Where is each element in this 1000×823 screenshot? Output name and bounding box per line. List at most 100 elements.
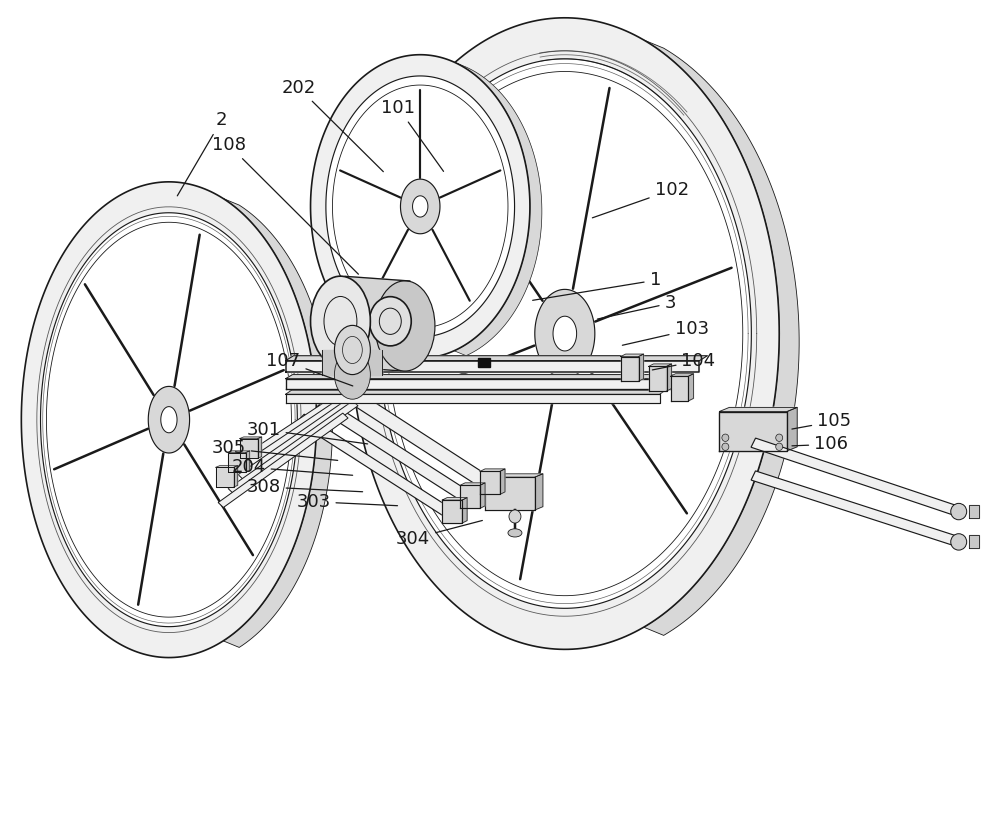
Polygon shape — [332, 85, 508, 328]
Polygon shape — [644, 40, 799, 635]
Text: 107: 107 — [266, 351, 353, 386]
Polygon shape — [621, 354, 644, 356]
Polygon shape — [248, 376, 378, 465]
Polygon shape — [485, 477, 535, 510]
Polygon shape — [480, 483, 485, 509]
Polygon shape — [671, 376, 688, 401]
Polygon shape — [442, 498, 467, 500]
Text: 101: 101 — [381, 99, 444, 171]
Text: 3: 3 — [597, 295, 676, 319]
Polygon shape — [46, 222, 291, 617]
Polygon shape — [460, 483, 485, 486]
Text: 106: 106 — [792, 435, 848, 453]
Polygon shape — [553, 316, 577, 351]
Text: 104: 104 — [652, 351, 716, 370]
Polygon shape — [326, 76, 515, 337]
Polygon shape — [228, 401, 358, 494]
Polygon shape — [639, 354, 644, 381]
Polygon shape — [649, 366, 667, 391]
Polygon shape — [378, 59, 751, 608]
Polygon shape — [240, 439, 258, 458]
Polygon shape — [336, 277, 410, 371]
Polygon shape — [41, 213, 297, 626]
Polygon shape — [350, 18, 779, 649]
Ellipse shape — [951, 504, 967, 520]
Polygon shape — [322, 350, 382, 374]
Polygon shape — [258, 364, 388, 451]
Polygon shape — [478, 358, 490, 367]
Polygon shape — [286, 379, 680, 388]
Polygon shape — [161, 407, 177, 433]
Text: 2: 2 — [177, 111, 227, 196]
Polygon shape — [286, 390, 666, 394]
Polygon shape — [228, 453, 246, 472]
Polygon shape — [316, 399, 474, 504]
Polygon shape — [286, 360, 699, 372]
Polygon shape — [21, 182, 317, 658]
Polygon shape — [787, 407, 797, 451]
Polygon shape — [462, 498, 467, 523]
Text: 308: 308 — [246, 478, 363, 496]
Polygon shape — [258, 437, 262, 458]
Polygon shape — [480, 469, 505, 472]
Polygon shape — [500, 469, 505, 495]
Text: 304: 304 — [396, 520, 482, 547]
Polygon shape — [286, 356, 707, 360]
Ellipse shape — [776, 434, 783, 441]
Polygon shape — [485, 474, 543, 477]
Text: 1: 1 — [533, 272, 661, 300]
Polygon shape — [234, 466, 238, 487]
Polygon shape — [240, 437, 262, 439]
Polygon shape — [719, 412, 787, 451]
Polygon shape — [751, 438, 961, 516]
Ellipse shape — [722, 443, 729, 450]
Ellipse shape — [951, 533, 967, 550]
Polygon shape — [442, 500, 462, 523]
Text: 102: 102 — [592, 181, 689, 218]
Polygon shape — [751, 471, 961, 546]
Text: 202: 202 — [281, 78, 383, 172]
Ellipse shape — [509, 510, 521, 523]
Ellipse shape — [334, 350, 370, 399]
Polygon shape — [218, 413, 348, 508]
Polygon shape — [311, 54, 530, 358]
Text: 105: 105 — [792, 412, 851, 430]
Text: 103: 103 — [622, 320, 709, 346]
Ellipse shape — [311, 277, 370, 366]
Polygon shape — [216, 466, 238, 467]
Polygon shape — [460, 486, 480, 509]
Ellipse shape — [508, 529, 522, 537]
Polygon shape — [286, 374, 686, 379]
Polygon shape — [246, 451, 250, 472]
Polygon shape — [480, 472, 500, 495]
Polygon shape — [454, 62, 542, 356]
Ellipse shape — [369, 296, 411, 346]
Polygon shape — [621, 356, 639, 381]
Polygon shape — [216, 467, 234, 487]
Polygon shape — [969, 535, 979, 548]
Text: 305: 305 — [211, 439, 338, 460]
Ellipse shape — [334, 325, 370, 374]
Polygon shape — [336, 384, 495, 491]
Ellipse shape — [722, 434, 729, 441]
Polygon shape — [667, 364, 672, 391]
Polygon shape — [719, 407, 797, 412]
Polygon shape — [649, 364, 672, 366]
Polygon shape — [671, 374, 693, 376]
Polygon shape — [688, 374, 693, 401]
Polygon shape — [535, 290, 595, 378]
Polygon shape — [148, 387, 190, 453]
Ellipse shape — [776, 443, 783, 450]
Polygon shape — [535, 474, 543, 510]
Text: 108: 108 — [212, 136, 358, 274]
Text: 204: 204 — [231, 458, 353, 477]
Polygon shape — [400, 179, 440, 234]
Polygon shape — [297, 414, 454, 518]
Ellipse shape — [375, 281, 435, 371]
Text: 301: 301 — [246, 421, 368, 444]
Text: 303: 303 — [296, 493, 398, 511]
Polygon shape — [413, 196, 428, 217]
Polygon shape — [286, 394, 660, 403]
Polygon shape — [238, 388, 368, 480]
Polygon shape — [223, 198, 332, 648]
